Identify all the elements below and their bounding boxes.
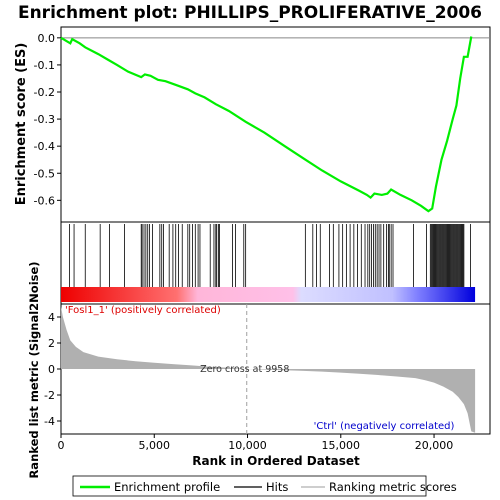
es-y-tick-label: -0.3: [34, 113, 55, 126]
legend-profile-label: Enrichment profile: [114, 480, 220, 494]
x-axis-label: Rank in Ordered Dataset: [192, 454, 360, 468]
legend-frame: [72, 475, 427, 497]
zero-cross-label: Zero cross at 9958: [200, 364, 289, 375]
es-y-tick-label: -0.6: [34, 194, 55, 207]
es-y-tick-label: -0.4: [34, 140, 55, 153]
es-y-ticks: 0.0 -0.1 -0.2 -0.3 -0.4 -0.5 -0.6: [34, 32, 61, 207]
metric-panel: Zero cross at 9958 'Fosl1_1' (positively…: [27, 261, 491, 479]
x-tick-label: 15,000: [322, 439, 361, 452]
es-y-tick-label: -0.1: [34, 59, 55, 72]
legend: Enrichment profile Hits Ranking metric s…: [72, 475, 457, 497]
x-tick-label: 0: [58, 439, 65, 452]
rank-color-bar: [61, 287, 476, 302]
legend-metric-label: Ranking metric scores: [329, 480, 457, 494]
enrichment-profile-line: [60, 36, 473, 213]
metric-y-ticks: 4 2 0 -2 -4: [44, 311, 61, 428]
negative-correlation-label: 'Ctrl' (negatively correlated): [314, 421, 455, 432]
x-tick-label: 10,000: [228, 439, 267, 452]
chart-title: Enrichment plot: PHILLIPS_PROLIFERATIVE_…: [18, 3, 482, 23]
es-panel-frame: [60, 26, 491, 223]
es-y-tick-label: 0.0: [38, 32, 56, 45]
x-tick-label: 20,000: [415, 439, 454, 452]
metric-y-axis-label: Ranked list metric (Signal2Noise): [27, 261, 41, 478]
ranking-metric-area: [61, 306, 476, 433]
es-y-tick-label: -0.5: [34, 167, 55, 180]
metric-y-tick-label: 0: [48, 363, 55, 376]
es-y-axis-label: Enrichment score (ES): [14, 43, 29, 206]
es-panel: 0.0 -0.1 -0.2 -0.3 -0.4 -0.5 -0.6 Enrichment s…: [14, 26, 491, 223]
es-y-tick-label: -0.2: [34, 86, 55, 99]
hits-panel: [60, 221, 491, 305]
metric-y-tick-label: 4: [48, 311, 55, 324]
positive-correlation-label: 'Fosl1_1' (positively correlated): [65, 305, 221, 316]
legend-hits-label: Hits: [266, 480, 288, 494]
metric-y-tick-label: 2: [48, 337, 55, 350]
metric-y-tick-label: -4: [44, 415, 55, 428]
x-axis-ticks: 0 5,000 10,000 15,000 20,000: [58, 434, 454, 452]
metric-y-tick-label: -2: [44, 389, 55, 402]
hit-lines: [68, 224, 471, 287]
x-tick-label: 5,000: [139, 439, 171, 452]
